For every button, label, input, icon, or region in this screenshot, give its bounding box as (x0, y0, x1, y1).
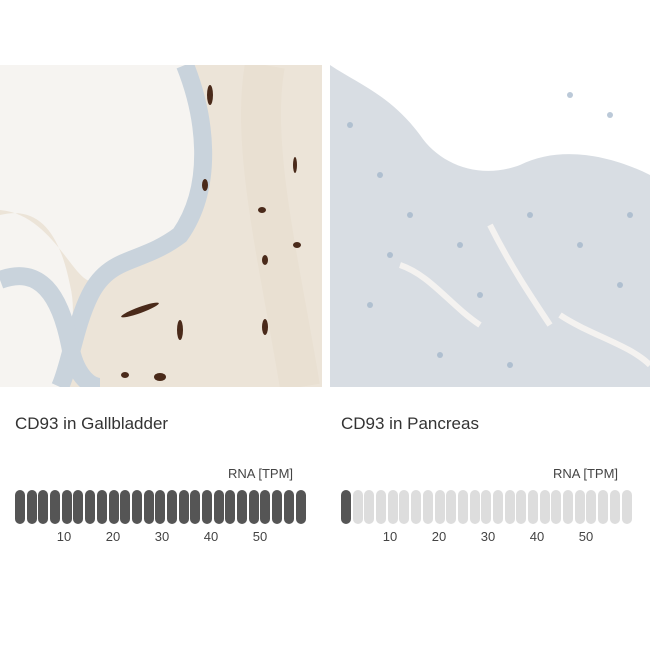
empty-segment (492, 490, 503, 524)
filled-segment (96, 490, 107, 524)
empty-segment (598, 490, 609, 524)
empty-segment (387, 490, 398, 524)
gallbladder-title: CD93 in Gallbladder (15, 414, 169, 433)
filled-segment (202, 490, 212, 524)
tick-label: 20 (431, 529, 447, 544)
pancreas-tissue-image (330, 65, 650, 387)
filled-segment (166, 490, 177, 524)
empty-segment (516, 490, 527, 524)
empty-segment (469, 490, 480, 524)
tick-label: 50 (252, 529, 268, 544)
filled-segment (38, 490, 49, 524)
tick-label: 30 (154, 529, 170, 544)
tick-label: 50 (578, 529, 594, 544)
empty-segment (399, 490, 410, 524)
empty-segment (574, 490, 585, 524)
filled-segment (155, 490, 166, 524)
rna-expression-bar (15, 490, 306, 524)
filled-segment (283, 490, 294, 524)
empty-segment (621, 490, 632, 524)
empty-segment (364, 490, 375, 524)
filled-segment (50, 490, 61, 524)
empty-segment (411, 490, 422, 524)
filled-segment (341, 490, 351, 524)
empty-segment (376, 490, 387, 524)
empty-segment (422, 490, 433, 524)
filled-segment (143, 490, 154, 524)
pancreas-title: CD93 in Pancreas (341, 414, 479, 433)
filled-segment (131, 490, 142, 524)
filled-segment (272, 490, 283, 524)
filled-segment (120, 490, 131, 524)
filled-segment (190, 490, 201, 524)
filled-segment (295, 490, 306, 524)
filled-segment (15, 490, 25, 524)
empty-segment (446, 490, 457, 524)
empty-segment (504, 490, 515, 524)
filled-segment (225, 490, 236, 524)
tick-label: 30 (480, 529, 496, 544)
empty-segment (528, 490, 538, 524)
tick-label: 40 (529, 529, 545, 544)
filled-segment (260, 490, 271, 524)
empty-segment (481, 490, 492, 524)
filled-segment (61, 490, 72, 524)
empty-segment (434, 490, 445, 524)
empty-segment (539, 490, 550, 524)
filled-segment (73, 490, 84, 524)
filled-segment (108, 490, 119, 524)
filled-segment (237, 490, 248, 524)
filled-segment (85, 490, 96, 524)
empty-segment (563, 490, 574, 524)
tick-label: 10 (56, 529, 72, 544)
filled-segment (248, 490, 259, 524)
tick-label: 20 (105, 529, 121, 544)
empty-segment (609, 490, 620, 524)
rna-label: RNA [TPM] (228, 466, 294, 481)
empty-segment (352, 490, 363, 524)
empty-segment (586, 490, 597, 524)
tick-label: 10 (382, 529, 398, 544)
rna-expression-bar (341, 490, 632, 524)
filled-segment (26, 490, 37, 524)
filled-segment (178, 490, 189, 524)
tick-label: 40 (203, 529, 219, 544)
gallbladder-tissue-image (0, 65, 322, 387)
empty-segment (457, 490, 468, 524)
rna-label: RNA [TPM] (553, 466, 619, 481)
filled-segment (213, 490, 224, 524)
empty-segment (551, 490, 562, 524)
